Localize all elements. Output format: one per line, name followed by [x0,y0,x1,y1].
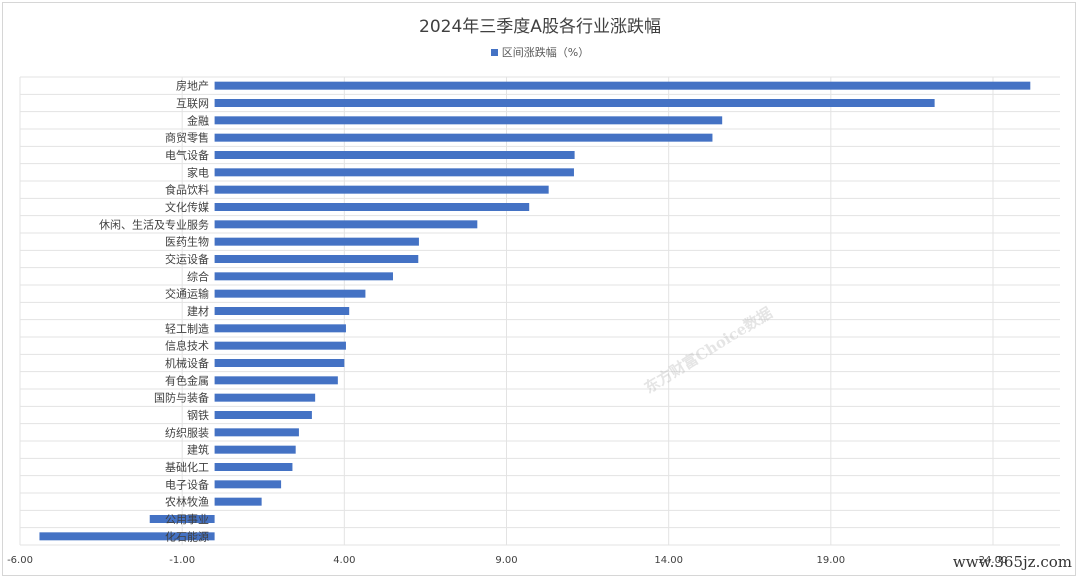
bar [214,203,530,211]
bar [214,359,345,367]
bar [214,445,296,454]
category-label: 休闲、生活及专业服务 [99,217,209,231]
bar [214,168,574,177]
category-label: 轻工制造 [165,321,209,335]
bar [214,480,282,489]
bar [214,99,935,107]
bar [214,324,346,333]
bar [214,185,549,194]
x-tick-label: 19.00 [817,555,846,566]
bar [214,376,338,385]
category-label: 农林牧渔 [165,495,209,509]
category-label: 电子设备 [165,477,209,491]
bar [214,497,262,506]
category-label: 化石能源 [165,529,209,543]
category-label: 商贸零售 [165,131,209,145]
category-label: 国防与装备 [154,391,209,405]
bar [214,393,316,402]
bar [214,463,293,471]
category-label: 建材 [187,304,209,318]
category-label: 金融 [187,113,209,127]
legend-label: 区间涨跌幅（%） [501,46,590,59]
category-label: 文化传媒 [165,200,209,214]
category-label: 房地产 [176,79,209,93]
x-tick-label: -1.00 [169,555,195,566]
chart-title: 2024年三季度A股各行业涨跌幅 [419,17,661,37]
category-label: 食品饮料 [165,183,209,197]
category-label: 公用事业 [165,513,209,526]
bar [214,116,723,125]
bar [39,532,215,541]
category-label: 综合 [187,269,209,283]
site-watermark: www.365jz.com [952,553,1072,571]
category-label: 电气设备 [165,148,209,162]
category-label: 医药生物 [165,235,209,249]
category-label: 有色金属 [165,373,209,387]
legend: 区间涨跌幅（%） [0,44,1080,60]
bar [214,411,312,419]
category-label: 基础化工 [165,460,209,474]
x-tick-label: 9.00 [495,555,517,566]
x-tick-label: 4.00 [333,555,355,566]
x-tick-label: 24.00 [979,555,1008,566]
bar [214,272,393,281]
bar [214,289,366,298]
category-label: 互联网 [176,97,209,110]
legend-swatch [490,49,498,56]
bar [149,515,215,523]
x-tick-label: 14.00 [654,555,683,566]
bar [214,151,575,159]
category-label: 交运设备 [165,252,209,266]
category-label: 建筑 [187,443,209,457]
bar [214,237,419,246]
bar [214,220,478,229]
bar [214,255,419,263]
category-label: 钢铁 [187,409,209,422]
x-tick-label: -6.00 [7,555,33,566]
bar [214,81,1031,90]
bar [214,341,346,350]
bar [214,307,350,315]
category-label: 纺织服装 [165,425,209,439]
bar [214,428,299,437]
category-label: 信息技术 [165,339,209,353]
bar [214,133,713,142]
category-label: 家电 [187,165,209,179]
category-label: 交通运输 [165,287,209,301]
category-label: 机械设备 [165,356,209,370]
